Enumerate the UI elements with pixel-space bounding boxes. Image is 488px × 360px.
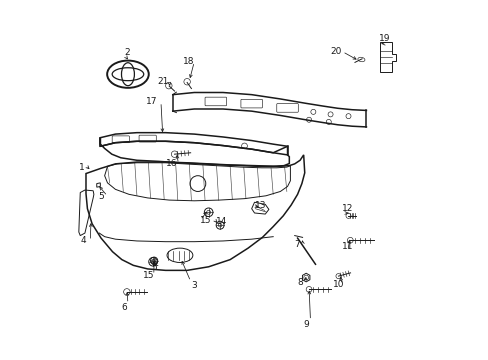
Text: 18: 18 (183, 57, 194, 66)
Text: 13: 13 (254, 201, 266, 210)
Text: 9: 9 (303, 320, 308, 329)
Text: 19: 19 (379, 34, 390, 43)
Text: 17: 17 (146, 97, 158, 106)
Text: 8: 8 (297, 278, 303, 287)
Text: 5: 5 (98, 192, 104, 201)
Text: 11: 11 (341, 242, 353, 251)
Text: 5: 5 (151, 264, 157, 273)
Text: 4: 4 (81, 237, 86, 246)
Text: 15: 15 (200, 216, 211, 225)
Text: 20: 20 (329, 47, 341, 56)
Text: 3: 3 (191, 281, 197, 290)
Text: 16: 16 (166, 159, 178, 168)
Text: 2: 2 (124, 48, 129, 57)
Text: 7: 7 (294, 240, 300, 249)
Text: 6: 6 (121, 303, 127, 312)
Text: 1: 1 (78, 163, 84, 172)
Text: 15: 15 (142, 270, 154, 279)
Text: 10: 10 (332, 280, 344, 289)
Text: 14: 14 (215, 217, 226, 226)
Text: 21: 21 (157, 77, 168, 86)
Text: 12: 12 (342, 204, 353, 213)
